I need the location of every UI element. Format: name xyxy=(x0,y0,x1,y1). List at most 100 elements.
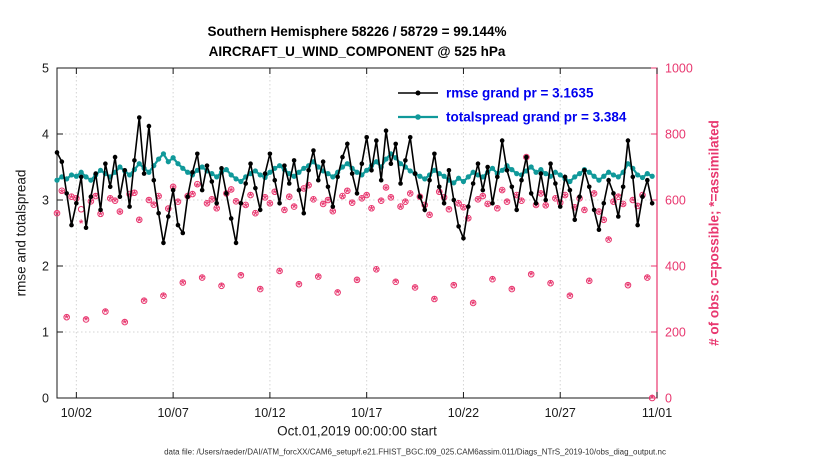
marker-totalspread xyxy=(68,172,75,178)
marker-rmse xyxy=(122,168,128,173)
marker-rmse xyxy=(107,184,113,190)
marker-rmse xyxy=(199,187,205,193)
marker-totalspread xyxy=(252,168,258,174)
marker-rmse xyxy=(572,217,578,223)
marker-assimilated: * xyxy=(500,186,505,198)
marker-rmse xyxy=(577,194,582,199)
marker-assimilated: * xyxy=(374,265,379,277)
marker-assimilated: * xyxy=(311,196,316,208)
marker-totalspread xyxy=(552,169,558,175)
marker-assimilated: * xyxy=(297,280,302,292)
marker-possible xyxy=(648,394,656,402)
y-axis-label-left: rmse and totalspread xyxy=(13,169,29,297)
marker-rmse xyxy=(567,187,573,193)
y-tick-label-right: 400 xyxy=(665,260,686,274)
marker-totalspread xyxy=(528,164,534,170)
marker-assimilated: * xyxy=(229,186,234,198)
marker-totalspread xyxy=(330,174,336,180)
marker-totalspread xyxy=(514,171,520,177)
x-tick-label: 10/27 xyxy=(545,406,576,420)
marker-rmse xyxy=(78,174,84,180)
marker-assimilated: * xyxy=(326,196,331,208)
marker-totalspread xyxy=(301,165,307,171)
marker-assimilated: * xyxy=(244,201,249,213)
marker-rmse xyxy=(325,184,331,190)
marker-possible xyxy=(455,200,462,207)
marker-rmse xyxy=(349,171,355,176)
marker-assimilated: * xyxy=(534,201,539,213)
marker-rmse xyxy=(596,227,602,232)
marker-rmse xyxy=(132,158,137,163)
marker-rmse xyxy=(557,204,563,209)
marker-assimilated: * xyxy=(282,206,287,218)
marker-assimilated: * xyxy=(94,192,99,204)
x-tick-label: 11/01 xyxy=(642,406,672,420)
marker-possible xyxy=(256,285,264,293)
marker-possible xyxy=(295,280,303,288)
marker-possible xyxy=(489,275,496,283)
marker-assimilated: * xyxy=(156,193,161,205)
marker-rmse xyxy=(378,177,384,183)
marker-assimilated: * xyxy=(398,203,403,215)
x-tick-label: 10/07 xyxy=(157,406,188,420)
marker-assimilated: * xyxy=(123,318,128,330)
marker-totalspread xyxy=(180,165,186,171)
marker-totalspread xyxy=(354,169,360,175)
marker-assimilated: * xyxy=(587,277,592,289)
marker-possible xyxy=(542,201,550,209)
marker-totalspread xyxy=(78,169,84,175)
marker-rmse xyxy=(296,187,302,193)
marker-assimilated: * xyxy=(476,195,481,207)
marker-assimilated: * xyxy=(437,188,442,200)
marker-rmse xyxy=(470,181,476,186)
marker-assimilated: * xyxy=(98,210,103,222)
marker-possible xyxy=(547,279,554,287)
marker-rmse xyxy=(586,184,592,190)
marker-possible xyxy=(111,197,119,204)
marker-assimilated: * xyxy=(161,291,166,303)
marker-assimilated: * xyxy=(365,191,370,203)
marker-assimilated: * xyxy=(331,208,336,220)
marker-totalspread xyxy=(451,180,457,186)
marker-possible xyxy=(431,295,438,303)
marker-assimilated: * xyxy=(379,197,384,209)
y-tick-label-right: 1000 xyxy=(665,62,693,76)
marker-rmse xyxy=(156,210,161,216)
marker-possible xyxy=(58,187,66,195)
marker-totalspread xyxy=(146,169,152,175)
marker-rmse xyxy=(417,194,423,199)
marker-assimilated: * xyxy=(553,194,558,206)
marker-totalspread xyxy=(615,174,621,180)
marker-rmse xyxy=(495,174,500,180)
marker-rmse xyxy=(170,187,176,193)
marker-totalspread xyxy=(538,167,544,173)
marker-possible xyxy=(290,203,298,210)
marker-assimilated: * xyxy=(137,216,142,228)
marker-rmse xyxy=(136,115,142,120)
marker-possible xyxy=(227,186,235,193)
marker-possible xyxy=(469,299,477,307)
marker-totalspread xyxy=(431,167,438,173)
marker-possible xyxy=(198,274,206,281)
marker-rmse xyxy=(509,184,515,190)
marker-totalspread xyxy=(59,174,65,180)
marker-assimilated: * xyxy=(273,188,278,200)
marker-possible xyxy=(281,206,288,214)
marker-assimilated: * xyxy=(621,200,626,212)
y-tick-label-left: 2 xyxy=(42,260,49,274)
marker-totalspread xyxy=(126,172,133,178)
marker-rmse xyxy=(127,204,132,209)
marker-rmse xyxy=(354,191,360,196)
marker-possible xyxy=(402,198,409,205)
marker-rmse xyxy=(204,163,210,168)
marker-assimilated: * xyxy=(340,192,345,204)
marker-totalspread xyxy=(576,171,583,177)
marker-possible xyxy=(503,198,511,205)
marker-rmse xyxy=(224,191,229,196)
marker-totalspread xyxy=(441,173,447,179)
marker-possible xyxy=(266,200,274,207)
marker-assimilated: * xyxy=(84,315,89,327)
marker-rmse xyxy=(195,151,200,157)
marker-rmse xyxy=(291,158,297,163)
